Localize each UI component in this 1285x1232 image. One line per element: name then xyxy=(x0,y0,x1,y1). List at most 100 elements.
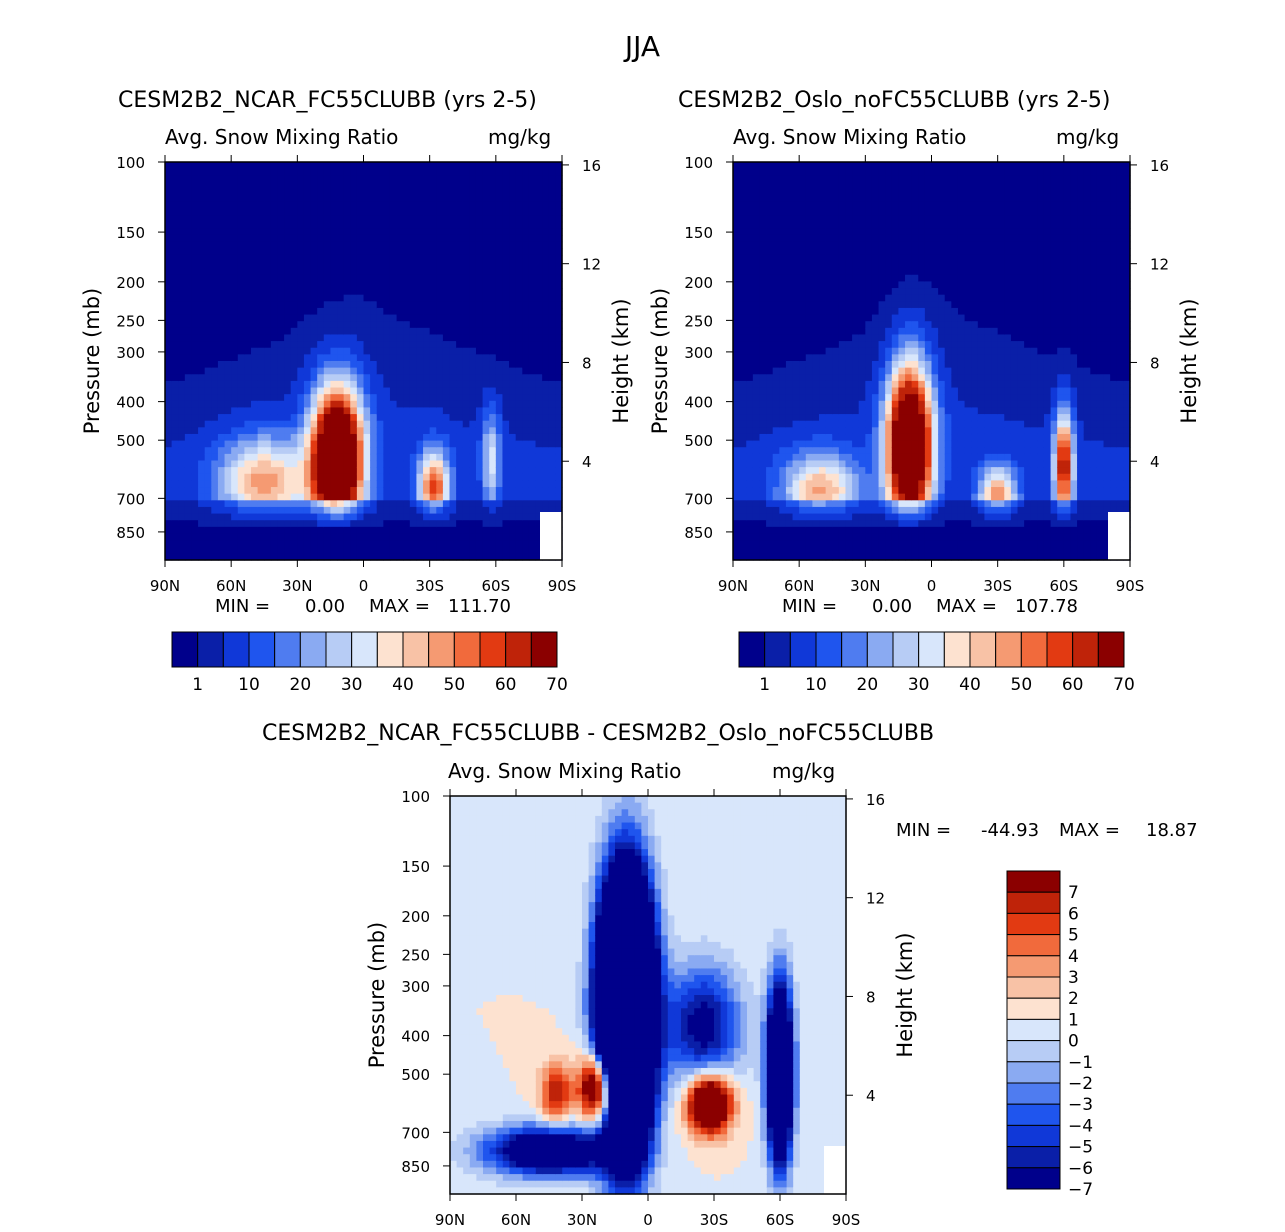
field-cell xyxy=(469,234,477,243)
field-cell xyxy=(436,433,444,442)
field-cell xyxy=(805,274,813,282)
field-cell xyxy=(224,274,232,282)
field-cell xyxy=(370,188,378,196)
field-cell xyxy=(423,427,431,435)
field-cell xyxy=(799,288,807,296)
field-cell xyxy=(548,400,556,409)
field-cell xyxy=(819,314,827,322)
field-cell xyxy=(224,334,232,342)
field-cell xyxy=(542,321,550,329)
field-cell xyxy=(482,513,490,521)
field-cell xyxy=(845,400,853,409)
field-cell xyxy=(297,367,305,375)
field-cell xyxy=(303,281,312,289)
field-cell xyxy=(264,500,272,508)
field-cell xyxy=(284,181,292,190)
field-cell xyxy=(343,334,351,342)
field-cell xyxy=(838,473,847,481)
field-cell xyxy=(204,341,212,349)
field-cell xyxy=(542,268,550,276)
field-cell xyxy=(323,533,332,541)
field-cell xyxy=(389,294,398,302)
field-cell xyxy=(535,334,543,342)
field-cell xyxy=(555,241,563,249)
field-cell xyxy=(171,520,179,528)
field-cell xyxy=(165,533,173,541)
field-cell xyxy=(456,367,464,375)
field-cell xyxy=(482,221,490,229)
field-cell xyxy=(277,195,285,203)
field-cell xyxy=(350,493,358,501)
field-cell xyxy=(204,254,212,263)
field-cell xyxy=(264,540,272,548)
field-cell xyxy=(310,394,318,402)
field-cell xyxy=(733,248,741,256)
field-cell xyxy=(555,506,563,515)
field-cell xyxy=(733,208,741,216)
field-cell xyxy=(469,387,477,395)
field-cell xyxy=(297,175,305,183)
field-cell xyxy=(284,274,292,282)
field-cell xyxy=(251,228,259,236)
field-cell xyxy=(343,540,351,548)
field-cell xyxy=(257,334,265,342)
field-cell xyxy=(733,420,741,428)
field-cell xyxy=(739,453,747,462)
field-cell xyxy=(317,520,325,528)
field-cell xyxy=(264,460,272,468)
field-cell xyxy=(779,208,787,216)
field-cell xyxy=(449,208,457,216)
field-cell xyxy=(785,473,794,481)
field-cell xyxy=(416,506,424,515)
field-cell xyxy=(456,533,464,541)
field-cell xyxy=(337,162,345,170)
field-cell xyxy=(323,506,332,515)
field-cell xyxy=(509,553,517,561)
field-cell xyxy=(779,274,787,282)
field-cell xyxy=(528,407,537,415)
field-cell xyxy=(251,427,259,435)
field-cell xyxy=(469,553,477,561)
field-cell xyxy=(244,533,252,541)
field-cell xyxy=(442,473,451,481)
field-cell xyxy=(251,553,259,561)
field-cell xyxy=(416,234,424,243)
field-cell xyxy=(495,433,504,442)
field-cell xyxy=(290,553,298,561)
field-cell xyxy=(522,480,530,488)
field-cell xyxy=(805,301,813,309)
field-cell xyxy=(363,175,371,183)
field-cell xyxy=(178,175,186,183)
field-cell xyxy=(303,447,312,455)
field-cell xyxy=(832,175,840,183)
field-cell xyxy=(825,314,833,322)
field-cell xyxy=(165,473,173,481)
field-cell xyxy=(217,540,226,548)
field-cell xyxy=(171,228,179,236)
field-cell xyxy=(746,234,754,243)
field-cell xyxy=(211,394,219,402)
field-cell xyxy=(469,162,477,170)
field-cell xyxy=(548,427,556,435)
field-cell xyxy=(489,473,497,481)
field-cell xyxy=(489,354,497,362)
field-cell xyxy=(852,553,860,561)
field-cell xyxy=(403,248,411,256)
field-cell xyxy=(165,354,173,362)
field-cell xyxy=(270,487,279,495)
field-cell xyxy=(825,261,833,269)
field-cell xyxy=(475,208,484,216)
field-cell xyxy=(785,254,794,263)
field-cell xyxy=(785,433,794,442)
field-cell xyxy=(535,307,543,316)
field-cell xyxy=(739,414,747,422)
field-cell xyxy=(739,493,747,501)
field-cell xyxy=(317,540,325,548)
field-cell xyxy=(429,387,437,395)
field-cell xyxy=(489,162,497,170)
field-cell xyxy=(244,208,252,216)
field-cell xyxy=(217,314,226,322)
field-cell xyxy=(350,473,358,481)
field-cell xyxy=(733,234,741,243)
field-cell xyxy=(779,175,787,183)
